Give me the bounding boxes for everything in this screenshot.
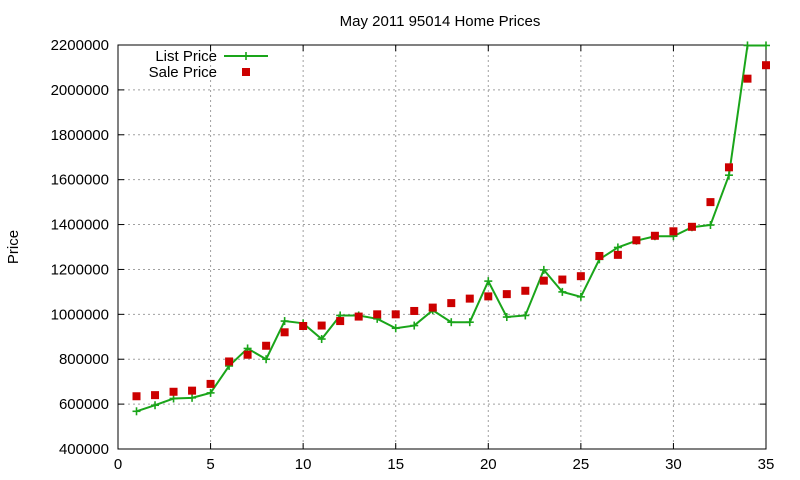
list-price-point — [724, 171, 733, 180]
list-price-point — [188, 393, 197, 402]
sale-price-point — [558, 275, 567, 284]
sale-price-point — [447, 299, 456, 308]
sale-price-point — [521, 286, 530, 295]
sale-price-point — [373, 310, 382, 319]
sale-price-point — [595, 251, 604, 260]
sale-price-point — [706, 198, 715, 207]
list-price-point — [576, 292, 585, 301]
sale-price-point — [225, 357, 234, 366]
list-price-point — [558, 287, 567, 296]
sale-price-point — [317, 321, 326, 330]
y-tick-label: 1800000 — [51, 127, 109, 144]
legend-label-sale-price: Sale Price — [149, 64, 217, 81]
sale-price-point — [650, 231, 659, 240]
list-price-point — [743, 41, 752, 50]
sale-price-point — [687, 222, 696, 231]
sale-price-point — [151, 391, 160, 400]
sale-price-point — [632, 236, 641, 245]
plot-frame — [117, 44, 767, 450]
x-tick-label: 0 — [114, 456, 122, 473]
list-price-point — [502, 313, 511, 322]
chart-title: May 2011 95014 Home Prices — [340, 13, 541, 30]
sale-price-point — [613, 250, 622, 259]
x-tick-label: 10 — [295, 456, 312, 473]
sale-price-point — [132, 392, 141, 401]
list-price-point — [762, 41, 770, 50]
series-layer — [132, 41, 770, 416]
list-price-point — [484, 277, 493, 286]
list-price-point — [465, 318, 474, 327]
list-price-point — [169, 394, 178, 403]
list-price-point — [447, 318, 456, 327]
sale-price-point — [428, 303, 437, 312]
y-tick-layer: 400000 600000 800000 1000000 1200000 1400000 1… — [51, 37, 766, 458]
y-tick-label: 1400000 — [51, 217, 109, 234]
list-price-point — [280, 317, 289, 326]
list-price-point — [317, 335, 326, 344]
sale-price-point — [243, 350, 252, 359]
sale-price-point — [299, 322, 308, 331]
sale-price-point — [280, 328, 289, 337]
legend-label-list-price: List Price — [155, 48, 217, 65]
y-tick-label: 800000 — [59, 351, 109, 368]
x-tick-label: 30 — [665, 456, 682, 473]
sale-price-point — [539, 276, 548, 285]
sale-price-point — [410, 306, 419, 315]
sale-price-point — [206, 379, 215, 388]
list-price-point — [410, 321, 419, 330]
sale-price-point — [465, 294, 474, 303]
legend: List Price Sale Price — [149, 48, 268, 81]
x-tick-label: 15 — [387, 456, 404, 473]
sale-price-point — [724, 163, 733, 172]
list-price-point — [262, 355, 271, 364]
sale-price-point — [669, 227, 678, 236]
y-tick-label: 1000000 — [51, 306, 109, 323]
sale-price-point — [188, 386, 197, 395]
y-axis-label: Price — [5, 230, 22, 264]
list-price-point — [706, 221, 715, 230]
y-tick-label: 1600000 — [51, 172, 109, 189]
list-price-point — [613, 243, 622, 252]
sale-price-point — [354, 312, 363, 321]
x-tick-layer: 0 5 10 15 20 25 30 35 — [114, 45, 775, 473]
list-price-point — [539, 265, 548, 274]
sale-price-point — [762, 61, 770, 70]
y-tick-label: 2000000 — [51, 82, 109, 99]
list-price-point — [151, 401, 160, 410]
y-tick-label: 400000 — [59, 441, 109, 458]
legend-marker-list-price — [242, 52, 250, 60]
x-tick-label: 20 — [480, 456, 497, 473]
x-tick-label: 35 — [758, 456, 775, 473]
list-price-point — [206, 388, 215, 397]
list-price-point — [132, 407, 141, 416]
sale-price-point — [169, 387, 178, 396]
list-price-point — [391, 324, 400, 333]
y-tick-label: 600000 — [59, 396, 109, 413]
sale-price-point — [743, 74, 752, 83]
sale-price-point — [262, 341, 271, 350]
sale-price-point — [502, 290, 511, 299]
legend-swatch-sale-price — [242, 68, 250, 76]
x-tick-label: 25 — [573, 456, 590, 473]
x-tick-label: 5 — [206, 456, 214, 473]
sale-price-point — [484, 292, 493, 301]
y-tick-label: 2200000 — [51, 37, 109, 54]
sale-price-point — [391, 310, 400, 319]
y-tick-label: 1200000 — [51, 261, 109, 278]
grid-layer — [118, 45, 766, 449]
sale-price-point — [576, 272, 585, 281]
sale-price-point — [336, 317, 345, 326]
list-price-point — [521, 311, 530, 320]
